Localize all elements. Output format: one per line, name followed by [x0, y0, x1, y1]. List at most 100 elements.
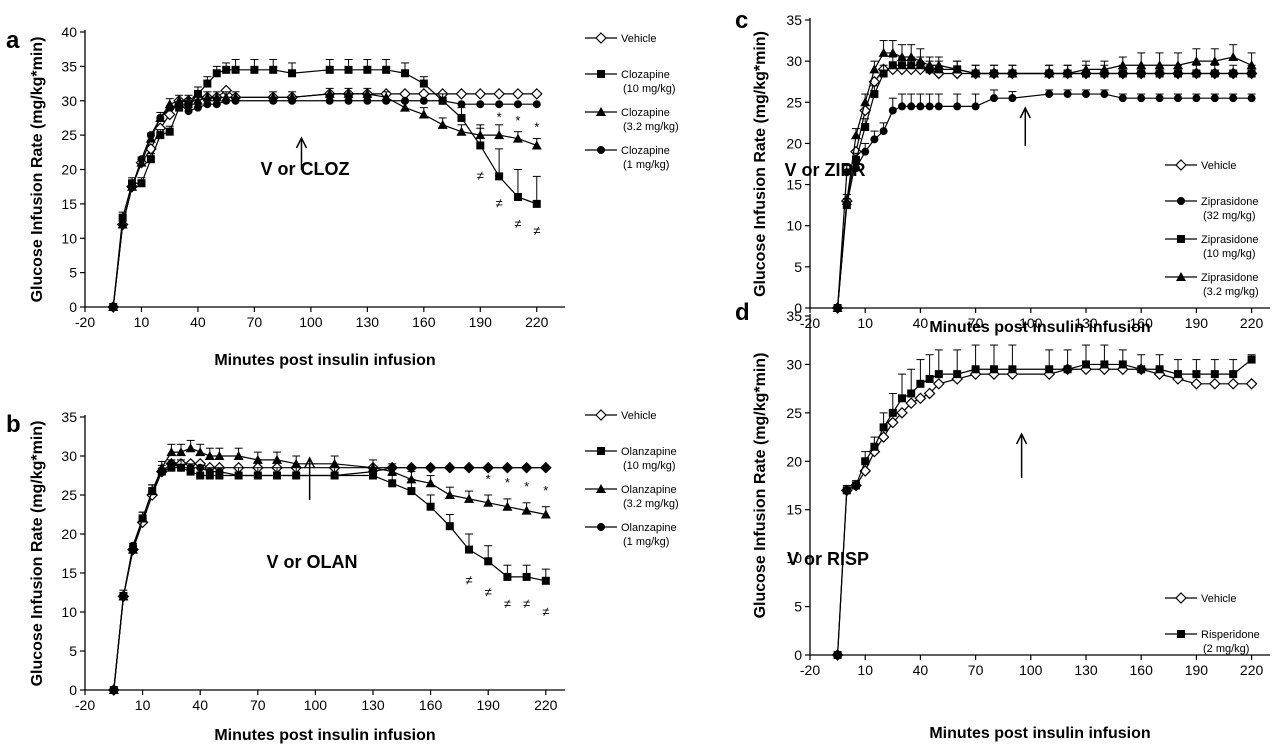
x-axis-title: Minutes post insulin infusion: [929, 725, 1150, 742]
data-point: [253, 471, 262, 480]
legend-entry: Vehicle: [1165, 159, 1236, 172]
series-line: [112, 89, 537, 308]
data-point: [325, 65, 334, 74]
legend-label: Olanzapine: [621, 446, 677, 458]
data-point: [445, 522, 454, 531]
data-point: [1247, 355, 1256, 364]
data-point: [915, 56, 926, 66]
y-tick-label: 5: [794, 259, 802, 275]
legend-entry: Vehicle: [585, 32, 656, 45]
x-tick-label: 160: [412, 314, 436, 330]
data-point: [1229, 94, 1238, 103]
data-point: [195, 447, 206, 457]
legend-marker: [1175, 592, 1187, 604]
data-point: [833, 651, 842, 659]
legend-entry: Clozapine (3.2 mg/kg): [585, 107, 679, 133]
legend-label: Olanzapine: [621, 522, 677, 534]
data-point: [1081, 64, 1091, 74]
x-tick-label: 190: [477, 697, 501, 713]
data-point: [426, 502, 435, 511]
data-point: [1007, 68, 1018, 78]
data-point: [109, 686, 118, 694]
data-point: [541, 576, 550, 585]
data-point: [879, 127, 888, 136]
data-point: [870, 442, 879, 451]
data-point: [382, 65, 391, 74]
data-point: [934, 370, 943, 379]
data-point: [165, 103, 174, 112]
legend-entry: Vehicle: [1165, 592, 1236, 605]
data-point: [231, 65, 240, 74]
data-point: [288, 69, 297, 78]
data-point: [1210, 69, 1219, 78]
data-point: [137, 155, 146, 164]
data-point: [932, 377, 945, 390]
data-point: [916, 61, 925, 70]
data-point: [1154, 60, 1165, 70]
significance-mark: ≠: [485, 584, 492, 599]
legend-entry: Olanzapine (3.2 mg/kg): [585, 484, 679, 510]
legend-entry: Ziprasidone (10 mg/kg): [1165, 234, 1258, 260]
data-point: [1118, 69, 1127, 78]
legend-sublabel: (1 mg/kg): [623, 536, 669, 548]
data-point: [1155, 94, 1164, 103]
data-point: [990, 365, 998, 374]
x-tick-label: 100: [304, 697, 328, 713]
data-point: [203, 100, 212, 109]
data-point: [1155, 69, 1164, 78]
y-axis-title: Glucose Infusion Rate (mg/kg*min): [752, 31, 769, 297]
x-tick-label: 190: [469, 314, 493, 330]
legend-entry: Clozapine (10 mg/kg): [585, 69, 676, 95]
data-point: [325, 96, 334, 105]
data-point: [1192, 94, 1201, 103]
x-tick-label: 220: [534, 697, 558, 713]
data-point: [401, 69, 409, 78]
x-tick-label: 190: [1185, 315, 1209, 331]
data-point: [1174, 370, 1182, 379]
x-tick-label: 100: [1019, 662, 1043, 678]
data-point: [989, 68, 999, 78]
data-point: [418, 109, 429, 119]
data-point: [177, 463, 185, 472]
y-tick-label: 10: [61, 230, 77, 246]
data-point: [1229, 69, 1238, 78]
legend-label: Vehicle: [621, 33, 656, 45]
data-point: [465, 463, 473, 472]
data-point: [148, 487, 157, 496]
series-filled-circle: [833, 89, 1256, 312]
data-point: [156, 113, 165, 122]
data-point: [493, 88, 505, 100]
data-point: [465, 545, 473, 554]
data-point: [407, 487, 416, 496]
annotation-label: V or RISP: [787, 549, 869, 569]
series-open-diamond: [831, 363, 1258, 661]
data-point: [1228, 52, 1239, 62]
legend-sublabel: (10 mg/kg): [623, 460, 676, 472]
data-point: [146, 155, 155, 164]
legend-entry: Ziprasidone (32 mg/kg): [1165, 196, 1258, 222]
y-tick-label: 15: [61, 565, 77, 581]
data-point: [898, 102, 906, 111]
data-point: [128, 182, 137, 191]
data-point: [540, 509, 551, 519]
data-point: [407, 463, 416, 472]
y-tick-label: 20: [61, 526, 77, 542]
data-point: [925, 65, 934, 74]
legend-label: Clozapine: [621, 69, 670, 81]
data-point: [925, 102, 934, 111]
data-point: [1247, 94, 1256, 103]
x-tick-label: 40: [192, 697, 208, 713]
data-point: [250, 65, 259, 74]
y-tick-label: 35: [61, 409, 77, 425]
data-point: [119, 592, 128, 601]
data-point: [233, 451, 244, 460]
x-tick-label: 10: [857, 315, 873, 331]
y-tick-label: 25: [786, 405, 802, 421]
data-point: [1210, 94, 1219, 103]
legend-marker: [1175, 159, 1187, 171]
data-point: [888, 408, 897, 417]
data-point: [861, 122, 870, 131]
data-point: [456, 126, 467, 136]
significance-mark: *: [543, 483, 548, 498]
data-point: [388, 463, 397, 472]
